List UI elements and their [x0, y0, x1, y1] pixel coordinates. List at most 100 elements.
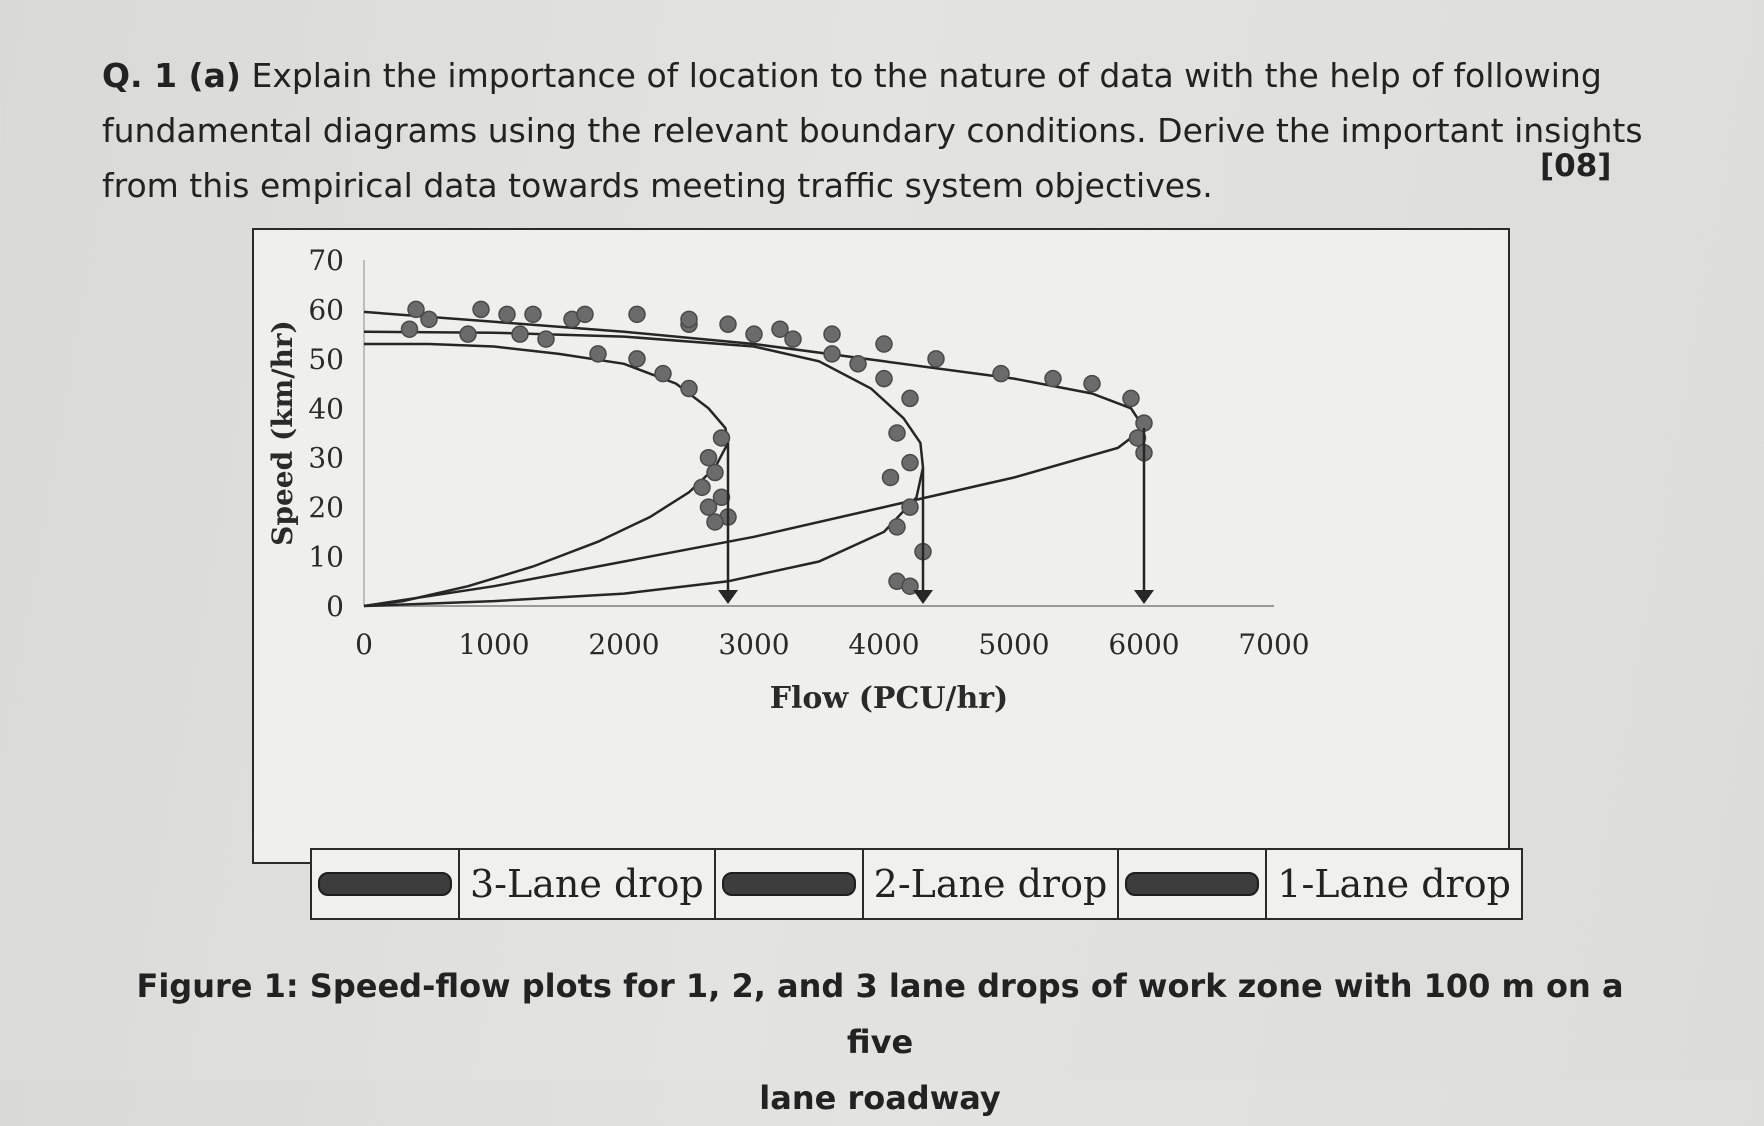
question-text: Q. 1 (a) Explain the importance of locat… [102, 48, 1643, 213]
data-point [706, 463, 724, 482]
data-point [823, 325, 841, 343]
x-tick-label: 1000 [458, 628, 529, 661]
data-point [472, 300, 490, 319]
arrows-layer [718, 428, 1154, 604]
figure-caption: Figure 1: Speed-flow plots for 1, 2, and… [130, 958, 1630, 1126]
question-line-3: from this empirical data towards meeting… [102, 166, 1213, 205]
legend-swatch-cell-2-lane [716, 850, 864, 918]
x-tick-label: 2000 [588, 628, 659, 661]
data-point [1128, 429, 1147, 447]
legend-swatch-cell-1-lane [1119, 850, 1268, 918]
marks-label: [08] [1540, 148, 1612, 184]
y-tick-label: 40 [308, 392, 344, 425]
capacity-arrow-head [1134, 590, 1154, 604]
data-point [498, 305, 516, 324]
question-line-2: fundamental diagrams using the relevant … [102, 111, 1643, 150]
data-point [875, 369, 893, 388]
legend-swatch-cell-3-lane [312, 850, 460, 918]
data-point [699, 448, 718, 467]
points-layer [400, 300, 1153, 595]
y-tick-label: 60 [308, 293, 344, 326]
data-point [589, 345, 607, 363]
data-point [784, 330, 802, 348]
data-point [420, 310, 438, 329]
y-tick-label: 10 [308, 541, 344, 574]
axes-layer [363, 260, 1274, 607]
data-point [1122, 389, 1140, 408]
series-curve-lower-1 [363, 442, 730, 608]
series-curve-lower-2 [363, 467, 925, 608]
capacity-arrow-head [718, 590, 738, 604]
curves-layer [363, 310, 1146, 608]
labels-layer: 0 10 20 30 40 50 60 70 0 1000 2000 3000 4000 5000 6000… [266, 244, 1310, 716]
x-tick-label: 4000 [848, 628, 919, 661]
data-point [680, 310, 698, 329]
question-line-1-text: Explain the importance of location to th… [251, 56, 1602, 95]
data-point [524, 305, 542, 324]
series-curve-upper-2 [363, 330, 925, 468]
data-point [712, 429, 731, 447]
chart-legend: 3-Lane drop 2-Lane drop 1-Lane drop [310, 848, 1523, 920]
data-point [712, 488, 731, 507]
legend-label-2-lane: 2-Lane drop [873, 862, 1108, 906]
y-tick-label: 0 [326, 590, 344, 623]
y-tick-label: 20 [308, 491, 344, 524]
figure-caption-line-1: Figure 1: Speed-flow plots for 1, 2, and… [136, 967, 1624, 1061]
data-point [511, 325, 529, 343]
x-axis-title: Flow (PCU/hr) [770, 681, 1009, 716]
question-label: Q. 1 (a) [102, 56, 241, 95]
x-tick-label: 3000 [718, 628, 789, 661]
data-point [875, 335, 893, 353]
data-point [888, 518, 906, 536]
x-tick-label: 0 [355, 628, 373, 661]
data-point [400, 320, 419, 338]
figure-frame: 0 10 20 30 40 50 60 70 0 1000 2000 3000 4000 5000 6000… [252, 228, 1510, 864]
x-tick-label: 6000 [1108, 628, 1179, 661]
legend-swatch-1-lane [1125, 872, 1260, 896]
data-point [992, 364, 1010, 383]
series-curve-lower-3 [363, 427, 1145, 608]
data-point [823, 345, 841, 363]
data-point [927, 350, 945, 368]
data-point [628, 305, 646, 324]
data-point [1083, 374, 1101, 393]
speed-flow-chart: 0 10 20 30 40 50 60 70 0 1000 2000 3000 4000 5000 6000… [266, 244, 1310, 716]
data-point [771, 320, 789, 338]
series-curve-upper-1 [364, 342, 730, 444]
series-curve-upper-3 [363, 310, 1146, 429]
data-point [576, 305, 594, 324]
legend-label-cell-2-lane: 2-Lane drop [864, 850, 1120, 918]
data-point [706, 513, 724, 531]
data-point [459, 325, 477, 343]
legend-label-cell-3-lane: 3-Lane drop [460, 850, 716, 918]
x-tick-label: 5000 [978, 628, 1049, 661]
legend-swatch-3-lane [318, 872, 452, 896]
data-point [745, 325, 763, 343]
y-tick-label: 30 [308, 442, 344, 475]
data-point [901, 389, 919, 408]
data-point [901, 498, 919, 516]
legend-label-cell-1-lane: 1-Lane drop [1267, 850, 1521, 918]
x-tick-label: 7000 [1238, 628, 1309, 661]
data-point [654, 364, 672, 383]
data-point [693, 478, 711, 497]
data-point [1044, 369, 1062, 388]
data-point [407, 300, 425, 319]
y-tick-label: 70 [308, 244, 344, 277]
data-point [719, 315, 737, 334]
legend-swatch-2-lane [721, 872, 856, 896]
figure-caption-line-2: lane roadway [759, 1079, 1001, 1117]
data-point [537, 330, 555, 348]
data-point [849, 355, 867, 373]
legend-label-1-lane: 1-Lane drop [1277, 862, 1511, 906]
data-point [628, 350, 646, 368]
legend-label-3-lane: 3-Lane drop [470, 862, 704, 906]
data-point [680, 379, 698, 398]
y-axis-title: Speed (km/hr) [266, 320, 299, 546]
question-line-1: Q. 1 (a) Explain the importance of locat… [102, 48, 1622, 103]
capacity-arrow-head [913, 590, 933, 604]
y-tick-label: 50 [308, 343, 344, 376]
data-point [888, 424, 906, 442]
data-point [881, 468, 900, 487]
data-point [699, 498, 718, 516]
